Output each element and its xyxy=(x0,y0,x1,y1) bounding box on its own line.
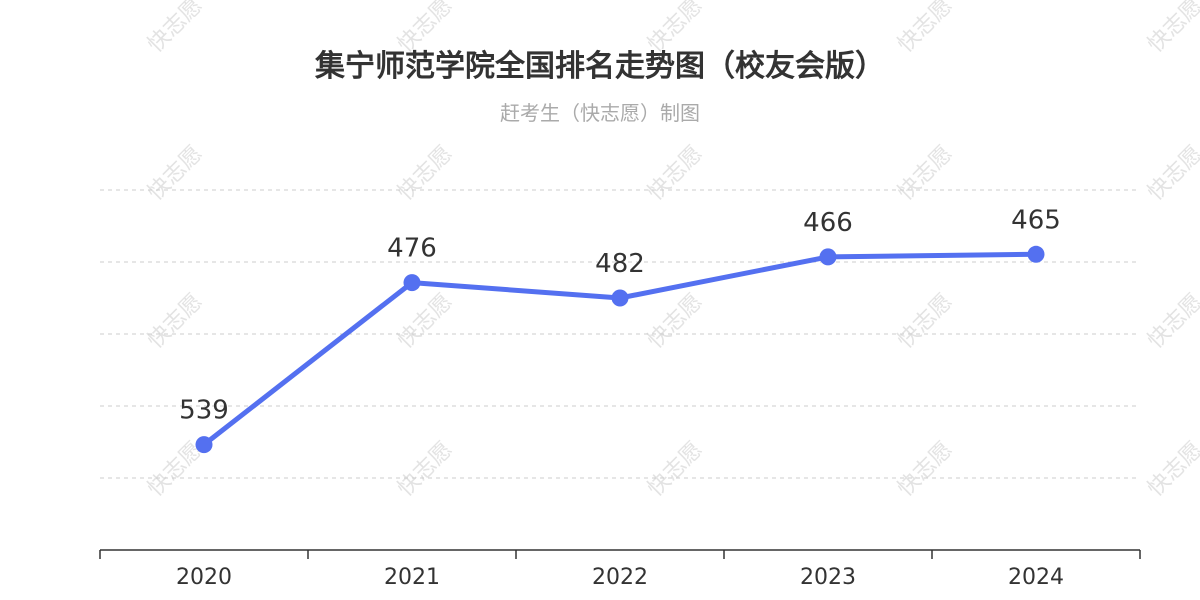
data-point xyxy=(403,274,421,292)
series-layer: 539 476 482 466 465 xyxy=(179,205,1061,454)
watermark-text: 快志愿 xyxy=(643,437,707,501)
data-label: 482 xyxy=(595,249,645,279)
x-tick-label: 2023 xyxy=(800,565,856,590)
data-point xyxy=(195,436,213,454)
x-tick-label: 2022 xyxy=(592,565,648,590)
chart-subtitle: 赶考生（快志愿）制图 xyxy=(500,101,700,125)
data-label: 465 xyxy=(1011,205,1061,235)
watermark-text: 快志愿 xyxy=(143,0,207,58)
watermark-text: 快志愿 xyxy=(1143,437,1200,501)
watermark-text: 快志愿 xyxy=(143,289,207,353)
data-label: 466 xyxy=(803,208,853,238)
x-tick-label: 2024 xyxy=(1008,565,1064,590)
data-point xyxy=(611,289,629,307)
watermark-text: 快志愿 xyxy=(143,141,207,205)
watermark-text: 快志愿 xyxy=(1143,0,1200,58)
watermark-text: 快志愿 xyxy=(893,437,957,501)
watermark-text: 快志愿 xyxy=(643,289,707,353)
x-tick-label: 2021 xyxy=(384,565,440,590)
watermark-text: 快志愿 xyxy=(643,141,707,205)
watermark-text: 快志愿 xyxy=(393,141,457,205)
data-point xyxy=(1027,245,1045,263)
watermark-text: 快志愿 xyxy=(1143,289,1200,353)
data-label: 539 xyxy=(179,396,229,426)
watermark-text: 快志愿 xyxy=(893,289,957,353)
watermark-text: 快志愿 xyxy=(393,289,457,353)
watermark-text: 快志愿 xyxy=(893,0,957,58)
watermark-text: 快志愿 xyxy=(893,141,957,205)
x-tick-label: 2020 xyxy=(176,565,232,590)
watermark-text: 快志愿 xyxy=(393,437,457,501)
chart-title: 集宁师范学院全国排名走势图（校友会版） xyxy=(314,49,885,84)
watermark-text: 快志愿 xyxy=(1143,141,1200,205)
x-axis: 2020 2021 2022 2023 2024 xyxy=(99,549,1141,590)
data-label: 476 xyxy=(387,234,437,264)
data-point xyxy=(819,248,837,266)
grid-lines xyxy=(100,189,1140,479)
